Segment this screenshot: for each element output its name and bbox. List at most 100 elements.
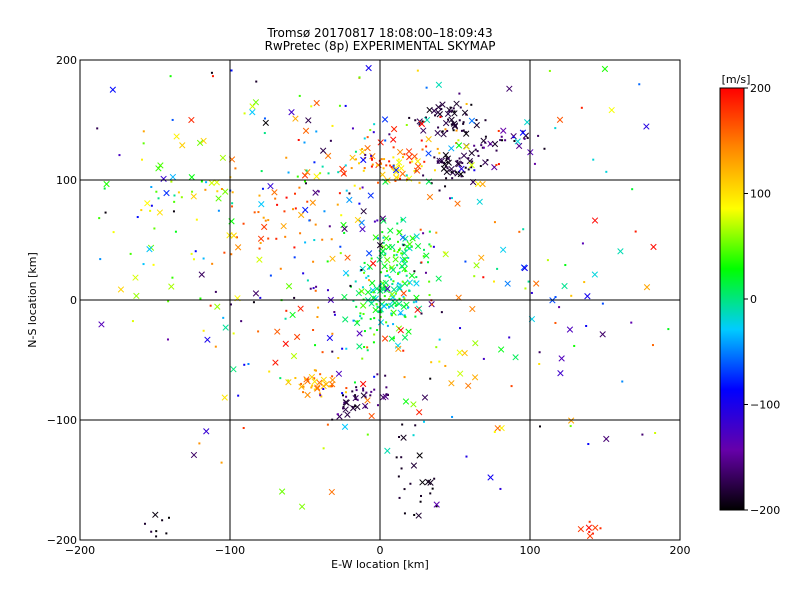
data-point-cross	[258, 201, 265, 208]
data-point-dot	[167, 300, 170, 303]
data-point-dot	[405, 274, 408, 277]
data-point-dot	[329, 139, 332, 142]
data-point-dot	[439, 116, 442, 119]
data-point-dot	[641, 433, 644, 436]
data-point-cross	[340, 170, 347, 177]
data-point-cross	[410, 401, 417, 408]
data-point-dot	[98, 217, 101, 220]
data-point-cross	[592, 524, 599, 531]
data-point-dot	[210, 71, 213, 74]
data-point-cross	[533, 280, 540, 287]
data-point-dot	[447, 157, 450, 160]
data-point-dot	[370, 157, 373, 160]
data-point-dot	[499, 139, 502, 142]
data-point-dot	[392, 323, 395, 326]
y-axis-ticks: −200 −100 0 100 200	[47, 54, 77, 547]
data-point-dot	[314, 289, 317, 292]
data-point-dot	[446, 161, 449, 164]
data-point-cross	[278, 488, 286, 495]
data-point-dot	[392, 156, 395, 159]
data-point-dot	[388, 160, 391, 163]
data-point-dot	[407, 306, 410, 309]
data-point-dot	[473, 275, 476, 278]
data-point-dot	[438, 189, 441, 192]
data-point-dot	[359, 312, 362, 315]
data-point-dot	[349, 284, 352, 287]
data-point-dot	[630, 321, 633, 324]
data-point-dot	[400, 467, 403, 470]
data-point-dot	[222, 316, 225, 319]
data-point-dot	[172, 210, 175, 213]
data-point-cross	[204, 336, 211, 343]
data-point-dot	[380, 311, 383, 314]
data-point-cross	[343, 399, 350, 406]
data-point-dot	[140, 209, 143, 212]
data-point-dot	[306, 378, 309, 381]
data-point-dot	[355, 158, 358, 161]
data-point-cross	[402, 398, 410, 405]
data-point-dot	[131, 320, 134, 323]
data-point-dot	[423, 420, 426, 423]
data-point-dot	[548, 69, 551, 72]
data-point-dot	[356, 320, 359, 323]
data-point-dot	[314, 344, 317, 347]
data-point-cross	[103, 180, 110, 188]
data-point-dot	[424, 271, 427, 274]
data-point-cross	[448, 145, 455, 152]
y-axis-label: N-S location [km]	[26, 252, 39, 348]
data-point-dot	[377, 181, 380, 184]
data-point-cross	[369, 279, 376, 287]
data-point-dot	[399, 247, 402, 250]
data-point-dot	[403, 376, 406, 379]
data-point-dot	[422, 174, 425, 177]
data-point-cross	[448, 116, 455, 123]
data-point-dot	[287, 171, 290, 174]
data-point-dot	[504, 139, 507, 142]
data-point-dot	[260, 170, 263, 173]
data-point-cross	[420, 127, 427, 134]
data-point-dot	[588, 530, 591, 533]
data-point-dot	[243, 112, 246, 115]
data-point-cross	[133, 292, 140, 300]
data-point-dot	[339, 245, 342, 248]
data-point-cross	[354, 216, 362, 224]
data-point-dot	[484, 135, 487, 138]
data-point-dot	[302, 391, 305, 394]
data-point-dot	[386, 274, 389, 277]
data-point-dot	[388, 133, 391, 136]
data-point-dot	[330, 238, 333, 241]
data-point-dot	[358, 187, 361, 190]
data-point-dot	[398, 496, 401, 499]
data-point-dot	[448, 110, 451, 113]
data-point-cross	[169, 173, 177, 181]
data-point-dot	[354, 394, 357, 397]
data-point-dot	[150, 185, 153, 188]
data-point-cross	[599, 331, 606, 338]
data-point-dot	[230, 253, 233, 256]
data-point-dot	[353, 184, 356, 187]
data-point-dot	[400, 252, 403, 255]
data-point-dot	[493, 221, 496, 224]
data-point-dot	[495, 163, 498, 166]
data-point-cross	[466, 157, 473, 165]
data-point-cross	[282, 340, 289, 347]
data-point-cross	[453, 100, 460, 107]
data-point-dot	[363, 137, 366, 140]
data-point-dot	[493, 431, 496, 434]
data-point-dot	[444, 165, 447, 168]
data-point-cross	[400, 216, 407, 223]
data-point-dot	[390, 314, 393, 317]
data-point-dot	[232, 332, 235, 335]
data-point-cross	[512, 354, 519, 361]
data-point-dot	[482, 357, 485, 360]
data-point-dot	[322, 447, 325, 450]
data-point-cross	[359, 148, 366, 156]
data-point-dot	[522, 228, 525, 231]
data-point-cross	[473, 262, 480, 269]
data-point-cross	[261, 223, 268, 231]
data-point-dot	[319, 373, 322, 376]
data-point-cross	[390, 136, 397, 143]
data-point-dot	[495, 149, 498, 152]
x-axis-ticks: −200 −100 0 100 200	[65, 544, 691, 557]
data-point-dot	[428, 294, 431, 297]
